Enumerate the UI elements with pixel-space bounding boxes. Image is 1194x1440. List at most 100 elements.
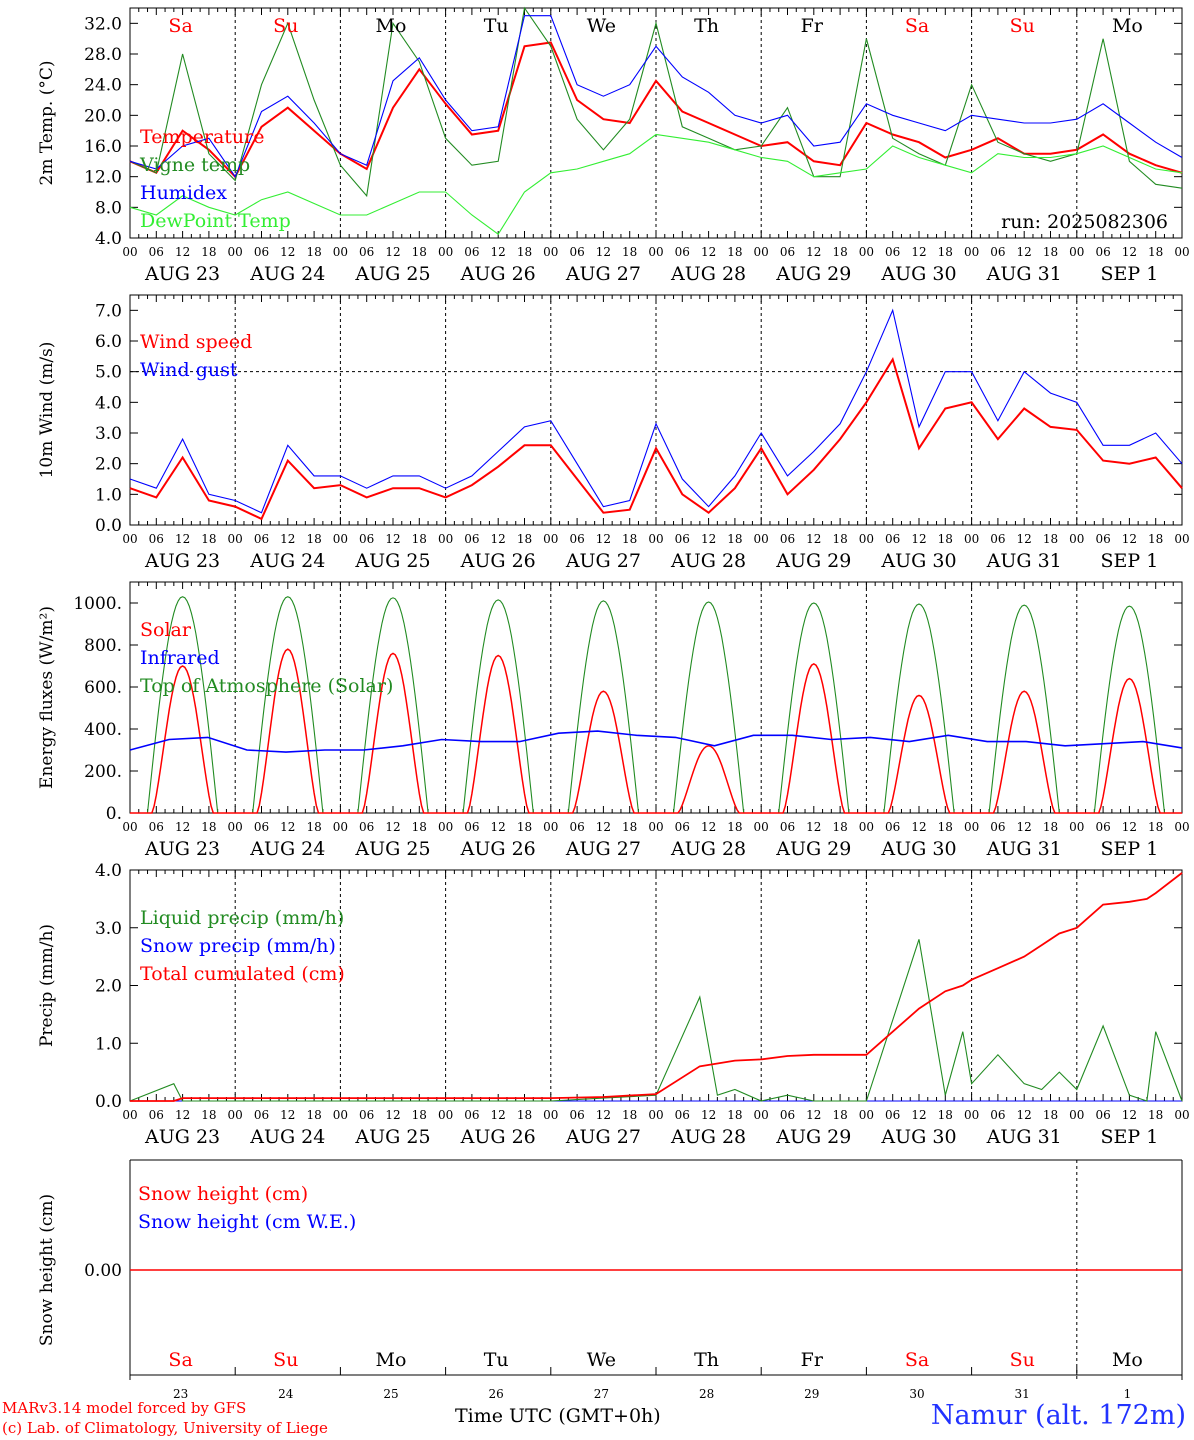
x-tick-label: 18 (1148, 1108, 1163, 1122)
y-tick-label: 600. (84, 678, 122, 698)
x-tick-label: 00 (438, 245, 453, 259)
x-date-label: AUG 23 (144, 838, 220, 860)
y-tick-label: 5.0 (95, 363, 122, 383)
x-hour-labels: 00 06 12 18 00 06 12 18 00 06 12 18 00 06 12 18 00 06 12 18… (122, 532, 1189, 572)
series-line-humidex (129, 15, 1183, 178)
x-tick-label: 00 (543, 245, 558, 259)
x-tick-label: 00 (122, 1108, 137, 1122)
x-tick-label: 00 (648, 1108, 663, 1122)
x-tick-label: 18 (727, 532, 742, 546)
x-tick-label: 12 (701, 820, 716, 834)
y-tick-label: 4.0 (95, 229, 122, 249)
y-tick-label: 2.0 (95, 455, 122, 475)
x-tick-label: 12 (175, 820, 190, 834)
legend: Liquid precip (mm/h) Snow precip (mm/h) To… (140, 907, 345, 985)
x-date-label: AUG 31 (986, 1126, 1062, 1148)
x-date-label: AUG 27 (565, 1126, 641, 1148)
x-tick-label: 12 (806, 1108, 821, 1122)
y-tick-label: 200. (84, 762, 122, 782)
x-tick-label: 06 (254, 820, 269, 834)
x-tick-label: 06 (885, 1108, 900, 1122)
series-line-wind-gust (129, 308, 1183, 514)
x-tick-label: 12 (1122, 532, 1137, 546)
x-tick-label: 18 (517, 532, 532, 546)
x-tick-label: 12 (1122, 245, 1137, 259)
x-tick-label: 06 (359, 532, 374, 546)
x-tick-label: 18 (1148, 820, 1163, 834)
x-date-label: AUG 26 (460, 263, 536, 285)
meteogram-chart: 4.08.012.016.020.024.028.032.02m Temp. (… (37, 6, 1190, 1400)
y-tick-label: 1.0 (95, 485, 122, 505)
panel-4 (129, 869, 1183, 1102)
x-tick-label: 12 (280, 245, 295, 259)
x-tick-label: 18 (622, 1108, 637, 1122)
legend-item: Snow height (cm W.E.) (138, 1211, 356, 1233)
day-number-label: 26 (489, 1387, 504, 1400)
y-axis-title: 2m Temp. (°C) (37, 60, 57, 185)
x-tick-label: 12 (911, 1108, 926, 1122)
legend: Wind speed Wind gust (140, 331, 252, 381)
x-tick-label: 06 (254, 245, 269, 259)
legend-item: Solar (140, 619, 192, 641)
x-tick-label: 12 (385, 245, 400, 259)
x-tick-label: 00 (1174, 245, 1189, 259)
x-tick-label: 06 (885, 245, 900, 259)
x-tick-label: 00 (438, 820, 453, 834)
x-tick-label: 06 (780, 532, 795, 546)
x-tick-label: 18 (1043, 820, 1058, 834)
x-tick-label: 06 (1095, 820, 1110, 834)
weekday-label: Th (694, 1349, 719, 1371)
x-tick-label: 12 (1017, 245, 1032, 259)
x-tick-label: 06 (1095, 245, 1110, 259)
x-tick-label: 18 (201, 1108, 216, 1122)
x-tick-label: 18 (727, 820, 742, 834)
x-tick-label: 12 (806, 820, 821, 834)
x-tick-label: 00 (543, 820, 558, 834)
series-line-temperature (129, 41, 1183, 179)
x-tick-label: 12 (911, 820, 926, 834)
credit-lab: (c) Lab. of Climatology, University of L… (2, 1419, 328, 1437)
legend-item: Wind speed (140, 331, 252, 353)
x-tick-label: 12 (1122, 1108, 1137, 1122)
weekday-labels: Sa Su Mo Tu We Th Fr Sa Su Mo (168, 15, 1142, 37)
x-date-label: AUG 23 (144, 550, 220, 572)
x-tick-label: 06 (359, 245, 374, 259)
x-tick-label: 18 (517, 820, 532, 834)
x-date-label: AUG 24 (249, 263, 325, 285)
day-number-label: 23 (173, 1387, 188, 1400)
x-date-label: AUG 30 (880, 550, 956, 572)
x-date-label: AUG 28 (670, 263, 746, 285)
weekday-label: Mo (1112, 15, 1143, 37)
x-tick-label: 18 (412, 532, 427, 546)
x-tick-label: 00 (1069, 245, 1084, 259)
x-date-label: AUG 25 (354, 263, 430, 285)
legend-item: Wind gust (140, 359, 238, 381)
x-date-label: AUG 23 (144, 1126, 220, 1148)
x-tick-label: 12 (596, 820, 611, 834)
x-tick-label: 18 (201, 532, 216, 546)
day-number-label: 29 (804, 1387, 819, 1400)
day-number-label: 31 (1015, 1387, 1030, 1400)
x-tick-label: 00 (754, 245, 769, 259)
x-date-label: AUG 24 (249, 550, 325, 572)
x-tick-label: 00 (648, 820, 663, 834)
legend-item: Vigne temp (139, 154, 250, 176)
y-tick-label: 8.0 (95, 198, 122, 218)
location-label: Namur (alt. 172m) (930, 1400, 1186, 1431)
x-tick-label: 06 (464, 532, 479, 546)
x-tick-label: 00 (1174, 820, 1189, 834)
panel-5: 0.00 Snow height (cm) (37, 1159, 1183, 1380)
x-tick-label: 06 (885, 820, 900, 834)
x-tick-label: 12 (280, 532, 295, 546)
x-tick-label: 12 (280, 820, 295, 834)
x-tick-label: 18 (412, 1108, 427, 1122)
x-date-label: SEP 1 (1100, 550, 1158, 572)
day-number-label: 24 (278, 1387, 294, 1400)
x-tick-label: 18 (832, 820, 847, 834)
x-tick-label: 18 (938, 1108, 953, 1122)
legend: Temperature Vigne temp Humidex DewPoint Tem… (139, 126, 291, 232)
x-tick-label: 06 (780, 1108, 795, 1122)
day-number-labels: 23 24 25 26 27 28 29 30 31 1 (173, 1387, 1131, 1400)
y-tick-label: 28.0 (84, 45, 122, 65)
series-line-dewpoint-temp (129, 133, 1183, 235)
